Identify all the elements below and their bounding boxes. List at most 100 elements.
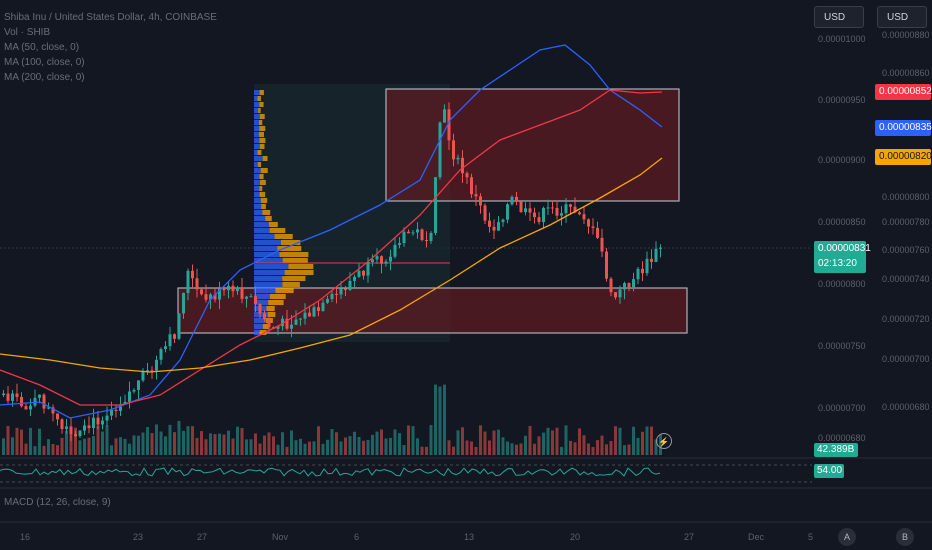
- volume-bar: [497, 429, 500, 455]
- volume-profile-sell-bar: [259, 120, 263, 125]
- volume-profile-buy-bar: [254, 132, 259, 137]
- volume-bar: [191, 426, 194, 455]
- currency-button-right[interactable]: USD: [877, 6, 927, 28]
- candle-body: [47, 407, 50, 409]
- volume-bar: [254, 433, 257, 455]
- candle-body: [348, 280, 352, 290]
- candle-body: [186, 270, 190, 293]
- volume-bar: [348, 436, 352, 455]
- candle-body: [119, 404, 122, 412]
- price-tick-inner: 0.00000800: [818, 279, 866, 289]
- volume-bar: [636, 437, 640, 455]
- volume-bar: [15, 427, 19, 455]
- flash-icon[interactable]: ⚡: [656, 433, 672, 449]
- volume-bar: [317, 426, 320, 455]
- volume-bar: [177, 420, 181, 455]
- volume-profile-sell-bar: [259, 174, 264, 179]
- volume-bar: [78, 440, 82, 455]
- candle-body: [537, 217, 541, 222]
- volume-profile-sell-bar: [262, 210, 271, 215]
- candle-body: [290, 324, 293, 329]
- volume-profile-sell-bar: [257, 96, 261, 101]
- price-tick-outer: 0.00000860: [882, 68, 930, 78]
- volume-profile-buy-bar: [254, 156, 263, 161]
- candle-body: [659, 247, 662, 249]
- volume-profile-sell-bar: [259, 330, 267, 335]
- candle-body: [20, 397, 23, 407]
- volume-bar: [564, 425, 568, 455]
- candle-body: [582, 214, 586, 220]
- volume-bar: [641, 431, 644, 455]
- volume-profile-buy-bar: [254, 222, 269, 227]
- candle-body: [362, 270, 365, 276]
- price-tick-outer: 0.00000700: [882, 354, 930, 364]
- candle-body: [434, 177, 437, 234]
- time-tick: Nov: [272, 532, 289, 542]
- axis-letter-b[interactable]: B: [896, 528, 914, 546]
- volume-profile-sell-bar: [258, 132, 264, 137]
- volume-profile-sell-bar: [259, 138, 266, 143]
- volume-bar: [213, 434, 217, 455]
- candle-body: [402, 231, 406, 244]
- rsi-tag: 54.00: [814, 464, 844, 478]
- candle-body: [398, 243, 401, 245]
- candle-body: [38, 394, 41, 398]
- volume-bar: [222, 434, 226, 455]
- volume-bar: [96, 425, 100, 455]
- volume-bar: [380, 429, 383, 455]
- candle-body: [501, 219, 505, 223]
- volume-bar: [83, 438, 86, 455]
- volume-bar: [65, 430, 68, 455]
- time-tick: 27: [684, 532, 694, 542]
- candle-body: [92, 417, 95, 429]
- volume-bar: [249, 439, 253, 455]
- volume-bar: [87, 437, 91, 455]
- time-tick: 23: [133, 532, 143, 542]
- volume-bar: [587, 443, 590, 455]
- legend-ma200[interactable]: MA (200, close, 0): [4, 72, 85, 83]
- candle-body: [101, 420, 104, 425]
- time-tick: 27: [197, 532, 207, 542]
- axis-letter-a[interactable]: A: [838, 528, 856, 546]
- volume-bar: [605, 444, 608, 455]
- volume-profile-sell-bar: [284, 270, 314, 275]
- candle-body: [344, 288, 347, 290]
- volume-profile-buy-bar: [254, 180, 260, 185]
- candle-body: [128, 391, 131, 402]
- candle-body: [213, 294, 217, 300]
- candle-body: [42, 394, 46, 409]
- volume-profile-sell-bar: [277, 246, 302, 251]
- volume-bar: [515, 444, 518, 455]
- candle-body: [389, 256, 392, 262]
- volume-profile-sell-bar: [259, 144, 265, 149]
- legend-ma100[interactable]: MA (100, close, 0): [4, 57, 85, 68]
- candle-body: [2, 393, 5, 395]
- volume-bar: [42, 445, 46, 455]
- candle-body: [555, 207, 559, 216]
- volume-bar: [519, 443, 523, 455]
- volume-bar: [650, 426, 653, 455]
- candle-body: [51, 407, 55, 414]
- volume-profile-sell-bar: [260, 168, 268, 173]
- candle-body: [371, 259, 374, 263]
- currency-button-left[interactable]: USD: [814, 6, 864, 28]
- candle-body: [632, 279, 635, 288]
- volume-bar: [456, 430, 460, 455]
- candle-body: [596, 227, 599, 238]
- volume-bar: [146, 427, 149, 455]
- candle-body: [285, 318, 289, 329]
- candle-body: [645, 258, 649, 274]
- price-tick-inner: 0.00000750: [818, 341, 866, 351]
- volume-profile-sell-bar: [258, 108, 261, 113]
- volume-bar: [645, 426, 649, 455]
- volume-bar: [596, 440, 599, 455]
- candle-body: [303, 312, 307, 319]
- legend-ma50[interactable]: MA (50, close, 0): [4, 42, 80, 53]
- candle-body: [209, 294, 212, 300]
- bar-countdown: 02:13:20: [818, 258, 857, 269]
- candle-body: [312, 307, 316, 317]
- price-tick-inner: 0.00000680: [818, 433, 866, 443]
- candle-body: [173, 334, 176, 339]
- volume-bar: [218, 433, 221, 455]
